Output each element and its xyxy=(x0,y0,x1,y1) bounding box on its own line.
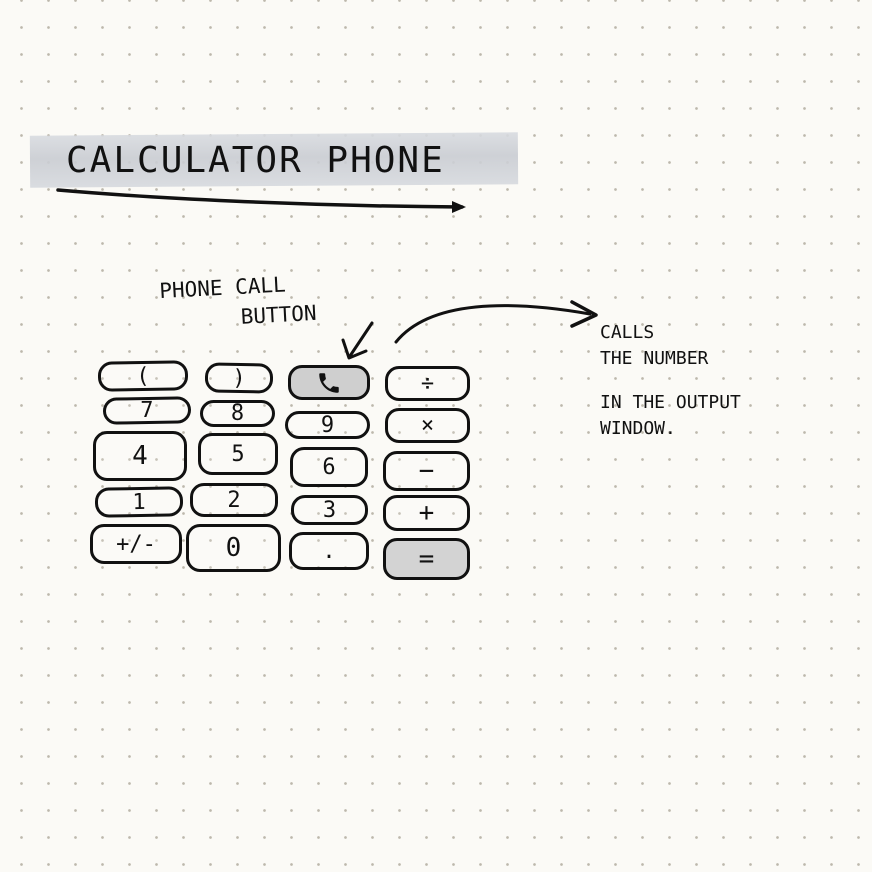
key-label: × xyxy=(420,413,435,438)
key-3[interactable]: 3 xyxy=(291,495,368,525)
key-label: 6 xyxy=(322,454,336,480)
note-line-1: CALLS xyxy=(600,322,655,343)
key-label: ÷ xyxy=(420,371,435,396)
key-label: 0 xyxy=(225,533,242,563)
title-underline-tip xyxy=(452,201,466,213)
key-label: − xyxy=(418,456,435,486)
key-plus-minus[interactable]: +/- xyxy=(90,524,182,564)
annotation-note: CALLS THE NUMBER IN THE OUTPUT WINDOW. xyxy=(600,320,741,442)
key-label: 4 xyxy=(132,441,148,471)
key-label: 5 xyxy=(231,441,245,467)
key-decimal[interactable]: . xyxy=(289,532,369,570)
key-label: 9 xyxy=(320,412,335,438)
key-label: . xyxy=(322,538,336,564)
key-equals[interactable]: = xyxy=(383,538,470,580)
key-0[interactable]: 0 xyxy=(186,524,281,572)
key-label: 2 xyxy=(227,487,241,513)
key-label: 8 xyxy=(230,401,245,426)
key-label: + xyxy=(418,498,435,528)
key-2[interactable]: 2 xyxy=(190,483,278,517)
note-line-2: THE NUMBER xyxy=(600,348,709,369)
key-label: = xyxy=(418,544,435,574)
key-label: 3 xyxy=(322,497,337,523)
note-arrow xyxy=(394,304,592,344)
note-arrow-head xyxy=(570,300,598,328)
callout-arrow-head xyxy=(341,338,368,360)
callout-arrow xyxy=(348,321,374,358)
key-5[interactable]: 5 xyxy=(198,433,278,475)
key-multiply[interactable]: × xyxy=(385,408,470,443)
key-add[interactable]: + xyxy=(383,495,470,531)
key-9[interactable]: 9 xyxy=(285,411,370,439)
key-8[interactable]: 8 xyxy=(200,400,275,427)
key-subtract[interactable]: − xyxy=(383,451,470,491)
key-4[interactable]: 4 xyxy=(93,431,187,481)
key-label: +/- xyxy=(116,531,156,557)
title-underline xyxy=(56,188,464,209)
key-6[interactable]: 6 xyxy=(290,447,368,487)
note-line-4: WINDOW. xyxy=(600,418,676,439)
note-line-3: IN THE OUTPUT xyxy=(600,392,741,413)
phone-icon xyxy=(319,372,339,393)
phone-call-button[interactable] xyxy=(288,365,370,400)
key-divide[interactable]: ÷ xyxy=(385,366,470,401)
page-title: CALCULATOR PHONE xyxy=(66,140,445,181)
